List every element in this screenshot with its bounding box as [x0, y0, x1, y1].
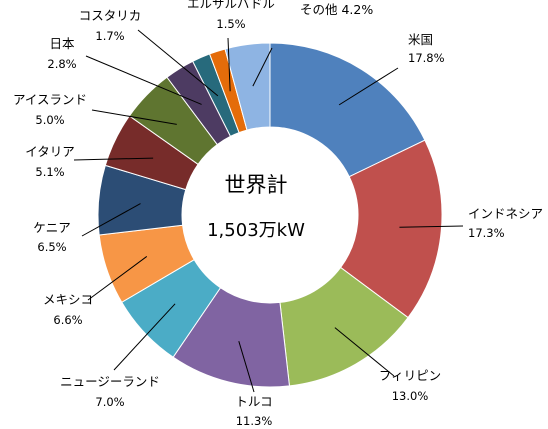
slice-name-12: エルサルバドル	[187, 0, 275, 11]
slice-13	[224, 42, 271, 131]
slice-name-9: アイスランド	[13, 92, 87, 107]
leader-line-6	[87, 256, 148, 301]
slice-percent-9: 5.0%	[35, 113, 64, 127]
center-title: 世界計	[225, 173, 288, 197]
leader-line-3	[334, 327, 395, 377]
slice-name-10: 日本	[49, 36, 75, 51]
leader-line-12	[227, 37, 231, 92]
leader-line-13	[252, 47, 273, 87]
slice-percent-10: 2.8%	[47, 57, 76, 71]
slice-name-3: フィリピン	[379, 368, 441, 383]
slice-percent-7: 6.5%	[37, 240, 66, 254]
slice-name-1: 米国	[408, 32, 433, 47]
slice-name-8: イタリア	[25, 144, 75, 159]
slice-percent-4: 11.3%	[236, 414, 273, 428]
slice-name-11: コスタリカ	[79, 8, 142, 23]
slice-percent-3: 13.0%	[392, 389, 429, 403]
slice-labels: 米国 17.8% インドネシア 17.3% フィリピン 13.0% トルコ 11.3% ニュージ…	[13, 0, 543, 428]
slice-name-6: メキシコ	[43, 292, 93, 307]
leader-line-11	[137, 29, 219, 97]
donut-slices	[97, 42, 443, 388]
leader-line-10	[85, 55, 202, 105]
leader-line-4	[238, 341, 255, 393]
slice-name-4: トルコ	[235, 394, 272, 409]
slice-name-7: ケニア	[33, 220, 71, 235]
slice-percent-6: 6.6%	[53, 313, 82, 327]
slice-percent-2: 17.3%	[468, 226, 505, 240]
slice-percent-8: 5.1%	[35, 165, 64, 179]
slice-percent-1: 17.8%	[408, 51, 445, 65]
slice-1	[269, 42, 426, 178]
slice-label-13: その他 4.2%	[300, 2, 373, 17]
slice-percent-12: 1.5%	[216, 17, 245, 31]
leader-line-5	[113, 303, 176, 371]
slice-name-2: インドネシア	[468, 206, 543, 221]
center-total: 1,503万kW	[207, 220, 305, 241]
slice-percent-11: 1.7%	[95, 29, 124, 43]
slice-percent-5: 7.0%	[95, 395, 124, 409]
leader-lines	[73, 29, 464, 393]
leader-line-9	[91, 109, 177, 125]
leader-line-2	[399, 225, 464, 228]
leader-line-8	[73, 157, 154, 161]
slice-2	[339, 139, 443, 319]
leader-line-1	[338, 67, 399, 106]
slice-name-5: ニュージーランド	[60, 374, 160, 389]
leader-line-7	[81, 203, 141, 237]
